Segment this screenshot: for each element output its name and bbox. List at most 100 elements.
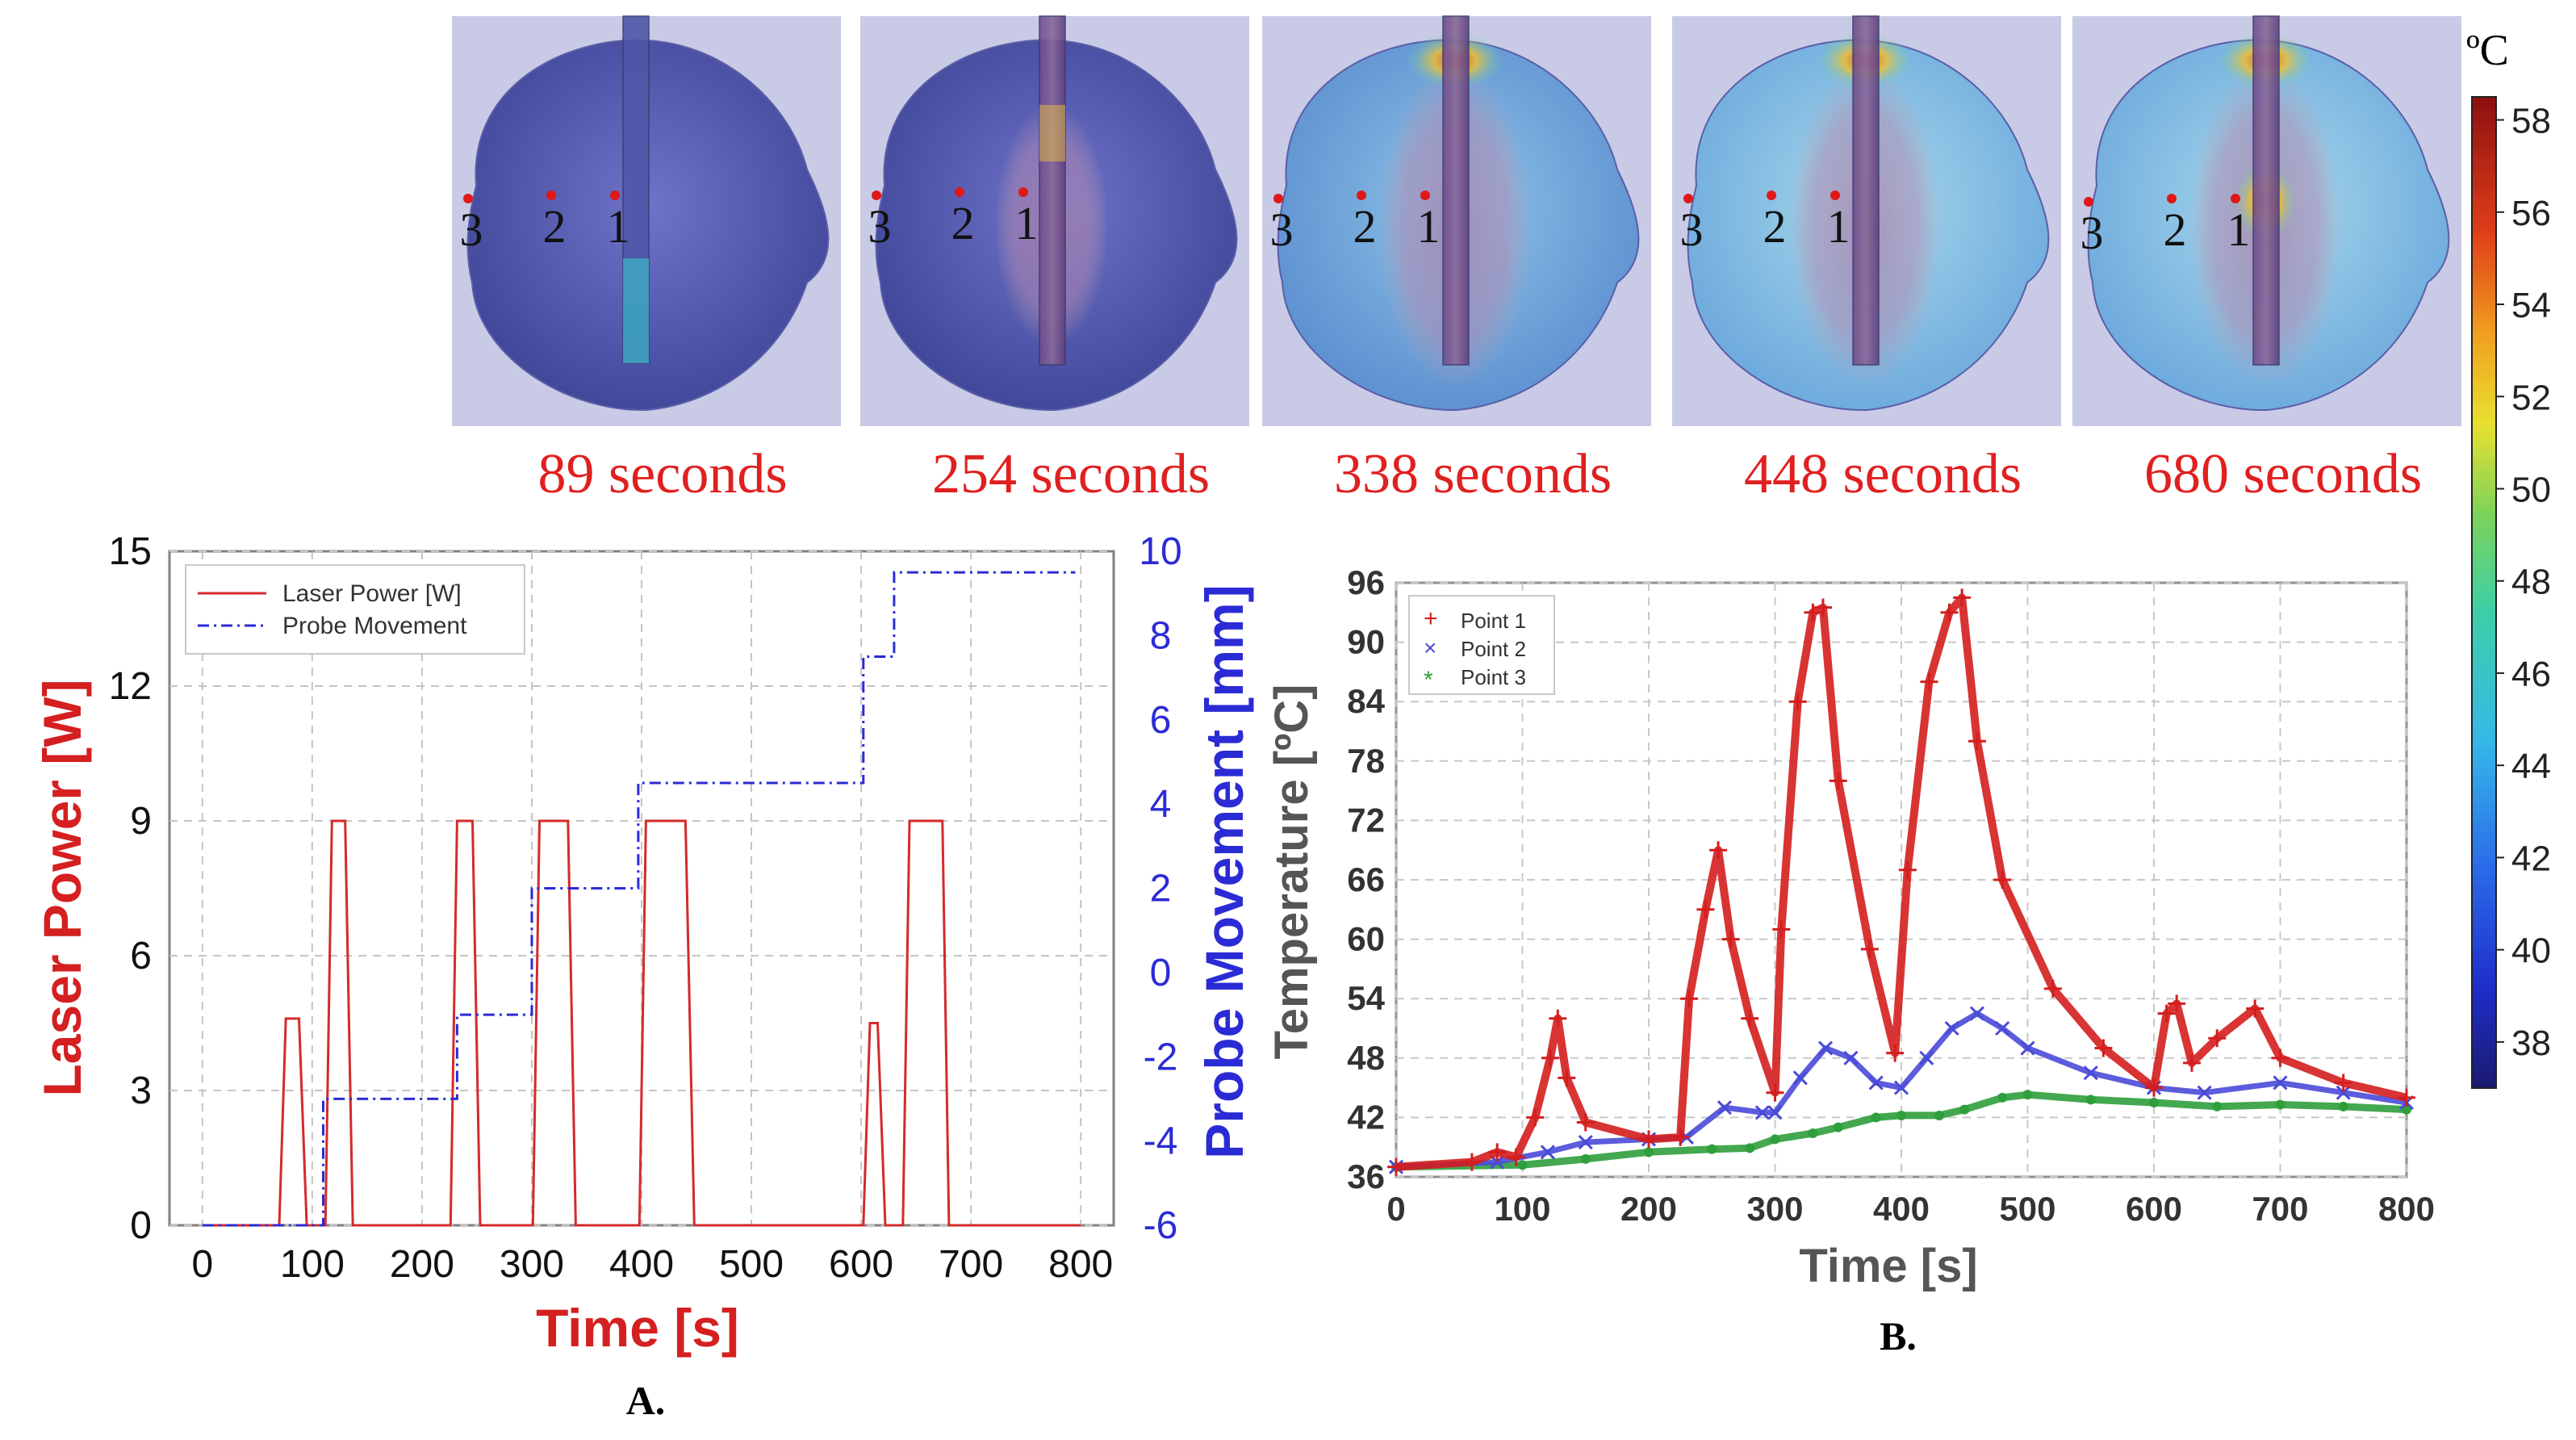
laser-probe <box>1039 15 1066 366</box>
chart-b-xtick: 600 <box>2126 1190 2182 1228</box>
chart-b-point3-marker <box>1997 1092 2008 1103</box>
chart-b-point1-marker <box>1680 990 1699 1008</box>
chart-b-ytick: 36 <box>1347 1157 1385 1195</box>
chart-a-ylabel: Laser Power [W] <box>32 679 92 1096</box>
chart-b-xtick: 0 <box>1386 1190 1405 1228</box>
chart-a-y2tick: -6 <box>1144 1204 1178 1247</box>
panel-time-label: 680 seconds <box>2144 443 2422 505</box>
chart-b-point1-marker <box>2398 1088 2415 1107</box>
chart-b-point2-marker <box>1919 1050 1934 1065</box>
chart-b-point1-marker <box>2094 1039 2113 1057</box>
chart-b-point1-marker <box>2334 1074 2352 1092</box>
chart-a-panel-label: A. <box>626 1378 666 1423</box>
chart-b-point2-marker <box>1540 1145 1555 1160</box>
chart-b-point1-marker <box>1953 588 1972 607</box>
chart-b-temperature: 0 100 200 300 400 500 600 700 800 36 42 48 54 60 66 72 7… <box>1265 563 2435 1358</box>
chart-b-point1-marker <box>1898 860 1917 879</box>
chart-a-y2tick: -4 <box>1144 1120 1178 1163</box>
sensor-point-3 <box>2084 197 2093 207</box>
sensor-label-2: 2 <box>543 200 567 253</box>
chart-b-point3-marker <box>1580 1153 1591 1164</box>
sensor-point-2 <box>955 187 964 197</box>
chart-b-point2-marker <box>1843 1050 1859 1065</box>
chart-a-xtick: 500 <box>719 1243 784 1286</box>
sensor-point-1 <box>2231 194 2240 203</box>
chart-b-point2-marker <box>1868 1075 1884 1090</box>
legend-point3-label: Point 3 <box>1461 665 1526 689</box>
sensor-label-1: 1 <box>2227 203 2251 256</box>
chart-a-xtick: 800 <box>1048 1243 1113 1286</box>
sensor-point-2 <box>1357 190 1366 200</box>
legend-laser-label: Laser Power [W] <box>282 580 462 607</box>
chart-b-point1-marker <box>1804 603 1822 622</box>
colorbar-tick-label: 56 <box>2511 194 2551 233</box>
chart-b-point2-marker <box>1792 1070 1808 1086</box>
chart-b-point3-marker <box>2022 1090 2033 1100</box>
colorbar-tick-label: 48 <box>2511 563 2551 602</box>
sensor-label-3: 3 <box>868 200 892 253</box>
chart-a-ytick: 9 <box>130 800 152 843</box>
chart-a-xlabel: Time [s] <box>536 1298 739 1358</box>
chart-a-y2tick: 4 <box>1150 783 1172 826</box>
chart-b-point1-marker <box>1387 1157 1405 1176</box>
chart-b-point3-marker <box>2212 1101 2223 1111</box>
legend-point1-label: Point 1 <box>1461 609 1526 633</box>
chart-a-y2tick: 10 <box>1139 530 1181 573</box>
chart-b-point1-marker <box>1766 1083 1784 1102</box>
chart-b-ytick: 96 <box>1347 563 1385 601</box>
chart-b-panel-label: B. <box>1880 1313 1917 1358</box>
chart-b-point1-marker <box>1920 672 1938 691</box>
sensor-label-2: 2 <box>2164 203 2187 256</box>
chart-a-y2tick: 2 <box>1150 868 1172 910</box>
sensor-point-3 <box>463 194 473 203</box>
chart-b-point1-marker <box>2208 1029 2227 1048</box>
legend-point2-marker: × <box>1424 635 1436 660</box>
panel-5: 3 2 1 680 seconds <box>2072 15 2461 505</box>
chart-b-ytick: 42 <box>1347 1098 1385 1136</box>
chart-b-ytick: 60 <box>1347 920 1385 958</box>
chart-b-point2-marker <box>2083 1065 2098 1081</box>
sensor-label-2: 2 <box>1763 200 1787 253</box>
sensor-point-1 <box>1420 190 1430 200</box>
chart-b-point1-marker <box>1671 1128 1690 1146</box>
chart-a-ytick: 6 <box>130 935 152 977</box>
chart-b-point1-marker <box>1462 1153 1481 1171</box>
colorbar-gradient <box>2471 96 2497 1089</box>
chart-b-point3-marker <box>1644 1147 1654 1157</box>
chart-a-y2tick: -2 <box>1144 1036 1178 1078</box>
chart-b-point2-marker <box>1578 1135 1593 1150</box>
chart-b-point3-marker <box>1871 1112 1881 1123</box>
chart-b-point1-marker <box>1860 940 1879 958</box>
sensor-label-1: 1 <box>1827 200 1850 253</box>
sensor-point-1 <box>1018 187 1028 197</box>
sensor-point-3 <box>1273 194 1283 203</box>
chart-b-point1-marker <box>1549 1009 1567 1028</box>
sensor-point-3 <box>872 190 881 200</box>
sensor-point-2 <box>2167 194 2177 203</box>
legend-point1-marker: + <box>1424 605 1438 632</box>
chart-b-ytick: 66 <box>1347 860 1385 898</box>
colorbar-unit: ºC <box>2466 26 2509 74</box>
chart-a-laser-power: 0 100 200 300 400 500 600 700 800 0 3 6 9 12 15 -6 -4 -2 0… <box>32 530 1254 1423</box>
sensor-point-1 <box>610 190 620 200</box>
chart-a-y2tick: 8 <box>1150 614 1172 657</box>
probe-tip-glow <box>1039 105 1065 161</box>
chart-a-ytick: 3 <box>130 1070 152 1112</box>
chart-b-point2-marker <box>1995 1020 2010 1036</box>
chart-b-point1-marker <box>2157 1004 2176 1023</box>
chart-b-point1-marker <box>1772 920 1791 939</box>
chart-b-point2-marker <box>2336 1085 2351 1100</box>
panel-time-label: 338 seconds <box>1334 443 1612 505</box>
chart-a-y2tick: 6 <box>1150 699 1172 742</box>
sensor-label-2: 2 <box>1353 200 1377 253</box>
chart-b-point3-marker <box>2338 1101 2348 1111</box>
panel-time-label: 254 seconds <box>932 443 1210 505</box>
colorbar-tick-label: 46 <box>2511 655 2551 694</box>
chart-b-point2-marker <box>2197 1085 2212 1100</box>
colorbar-tick-label: 54 <box>2511 286 2551 325</box>
chart-b-point2-marker <box>1893 1080 1909 1095</box>
chart-b-point1-marker <box>2182 1053 2201 1072</box>
chart-b-point3-marker <box>1770 1134 1780 1145</box>
laser-probe <box>1442 15 1470 366</box>
